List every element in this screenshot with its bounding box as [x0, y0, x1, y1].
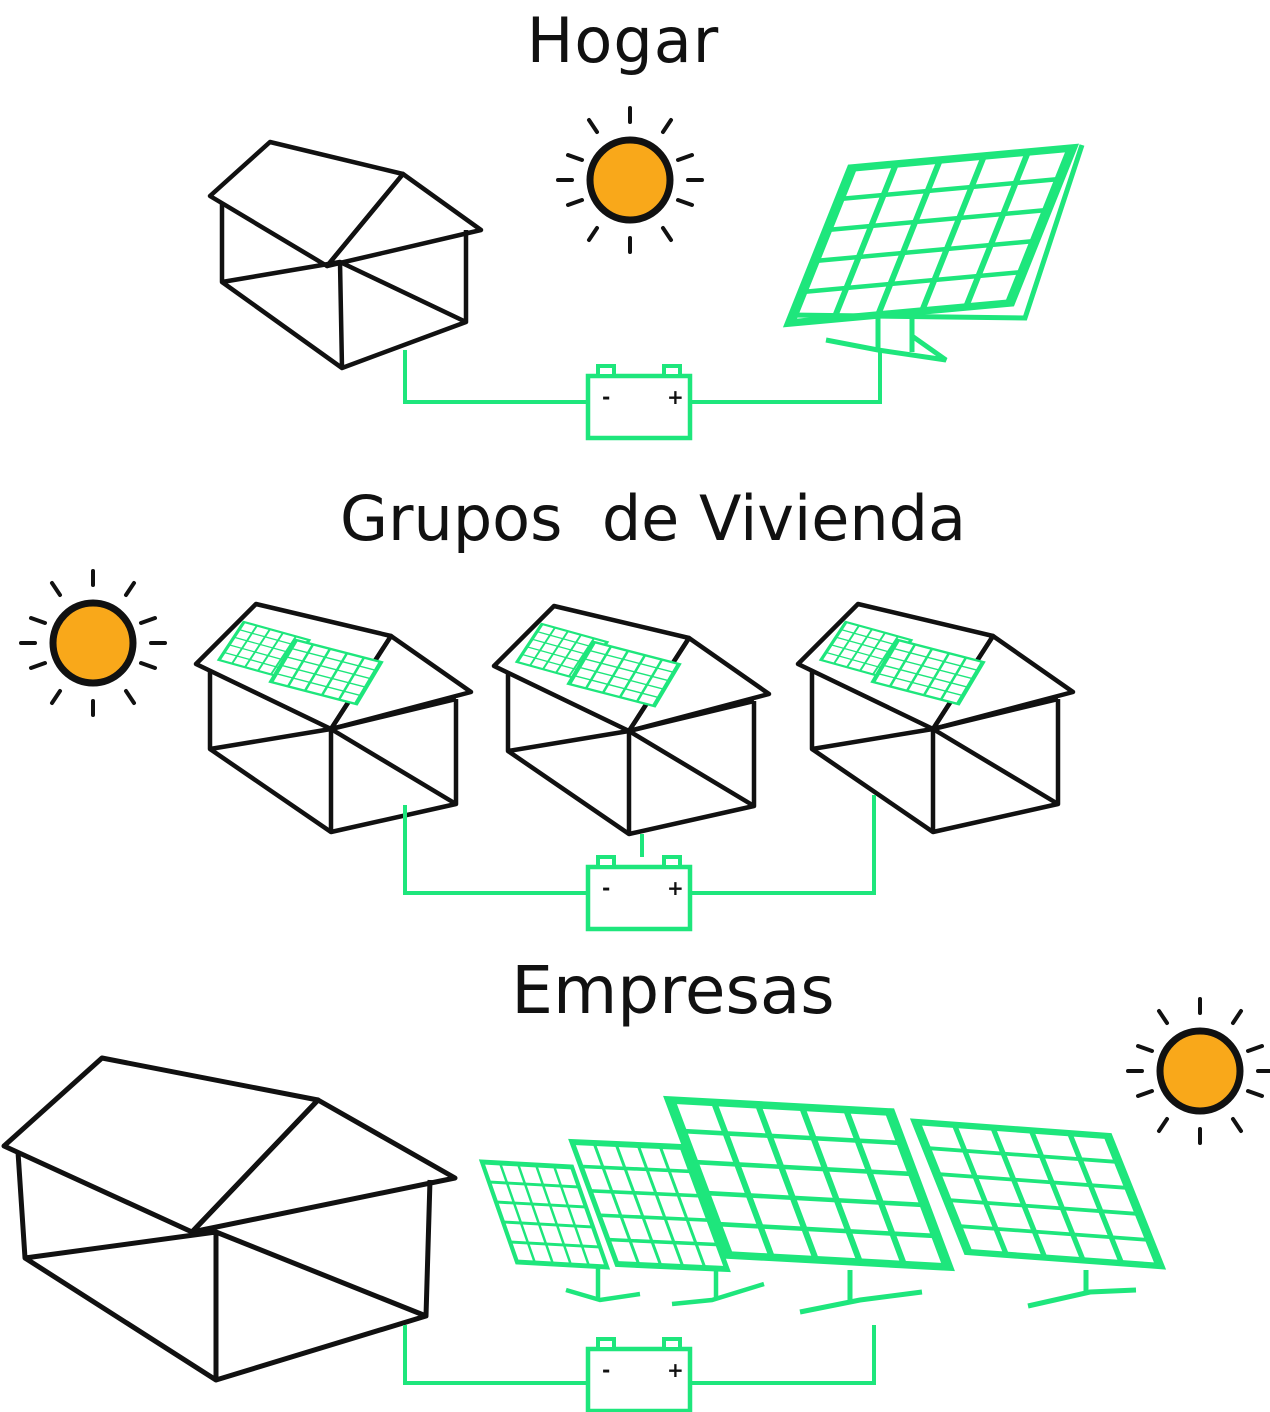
house-icon: [798, 604, 1073, 832]
wire: [403, 795, 876, 895]
battery-minus: -: [602, 385, 610, 409]
battery-plus: +: [667, 1358, 684, 1382]
wire: [403, 1325, 876, 1385]
title-grupos-de-vivienda: Grupos de Vivienda: [339, 482, 967, 555]
sun-icon: [21, 571, 165, 715]
house-icon: [196, 604, 471, 832]
sun-icon: [558, 108, 702, 252]
battery-icon: - +: [588, 857, 690, 929]
solar-panel-icon: [916, 1122, 1160, 1309]
solar-panel-icon: [790, 145, 1085, 363]
house-icon: [1, 1055, 458, 1383]
battery-minus: -: [602, 876, 610, 900]
solar-panel-icon: [572, 1142, 765, 1307]
battery-plus: +: [667, 876, 684, 900]
title-empresas: Empresas: [511, 952, 835, 1029]
battery-icon: - +: [588, 1339, 690, 1411]
solar-panel-icon: [670, 1100, 948, 1315]
title-hogar: Hogar: [526, 4, 720, 77]
wire: [403, 350, 882, 404]
battery-plus: +: [667, 385, 684, 409]
battery-icon: - +: [588, 366, 690, 438]
battery-minus: -: [602, 1358, 610, 1382]
house-icon: [494, 606, 769, 834]
solar-panel-icon: [482, 1162, 641, 1303]
sun-icon: [1128, 999, 1270, 1143]
house-icon: [207, 139, 484, 371]
